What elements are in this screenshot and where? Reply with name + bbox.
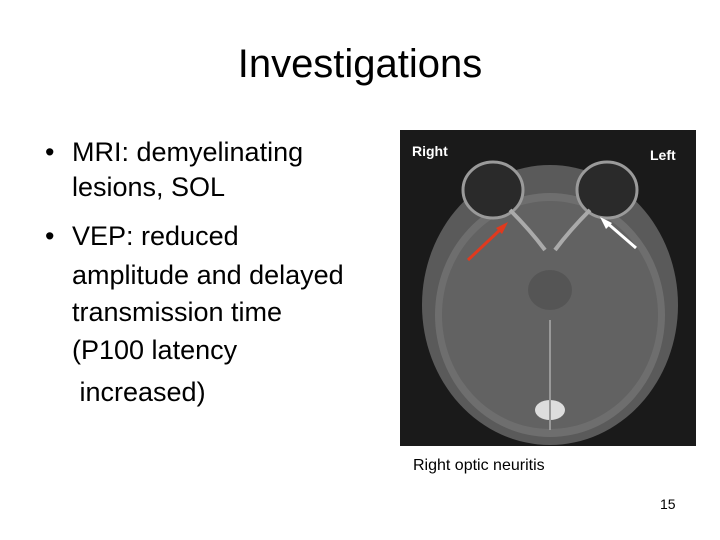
image-label: Left [650, 147, 676, 163]
bullet-text: amplitude and delayed [72, 260, 344, 290]
bullet-text: lesions, SOL [72, 172, 226, 202]
page-number: 15 [660, 496, 676, 512]
bullet-text: increased) [72, 377, 206, 407]
bullet-text: VEP: reduced [72, 221, 239, 251]
image-label: Right [412, 143, 448, 159]
bullet-text: MRI: demyelinating [72, 137, 304, 167]
bullet-text: (P100 latency [72, 335, 238, 365]
bullet-symbol: • [45, 137, 55, 167]
mri-image: Right Left [400, 130, 696, 446]
bullet-text: transmission time [72, 297, 283, 327]
image-caption: Right optic neuritis [413, 457, 545, 474]
slide-title: Investigations [237, 42, 483, 86]
bullet-symbol: • [45, 221, 55, 251]
